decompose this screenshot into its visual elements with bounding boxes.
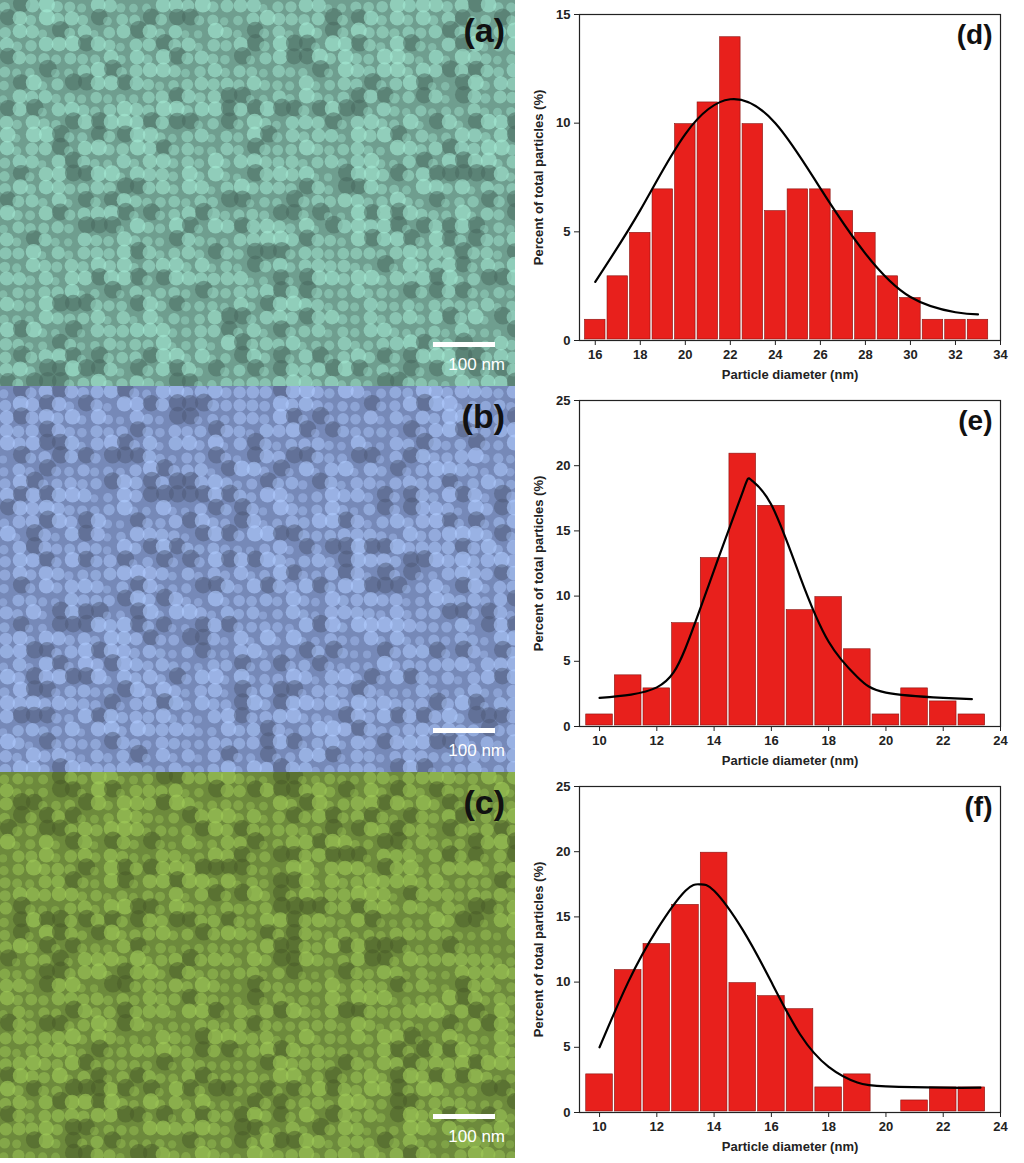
svg-text:20: 20 (678, 347, 692, 362)
svg-text:20: 20 (556, 844, 570, 859)
svg-text:100 nm: 100 nm (448, 1127, 505, 1146)
svg-text:(c): (c) (463, 783, 505, 821)
svg-text:Percent of total particles (%): Percent of total particles (%) (531, 476, 546, 652)
svg-text:20: 20 (556, 458, 570, 473)
svg-text:14: 14 (707, 1119, 722, 1134)
svg-text:0: 0 (563, 719, 570, 734)
svg-text:100 nm: 100 nm (448, 355, 505, 374)
svg-text:15: 15 (556, 7, 570, 22)
svg-text:Particle diameter (nm): Particle diameter (nm) (722, 1139, 859, 1154)
svg-text:16: 16 (588, 347, 602, 362)
svg-text:25: 25 (556, 393, 570, 408)
svg-text:18: 18 (821, 733, 835, 748)
svg-text:18: 18 (633, 347, 647, 362)
svg-text:(f): (f) (965, 791, 993, 822)
svg-text:5: 5 (563, 1039, 570, 1054)
svg-text:5: 5 (563, 224, 570, 239)
svg-text:10: 10 (592, 733, 606, 748)
svg-text:24: 24 (993, 1119, 1008, 1134)
svg-text:Percent of total particles (%): Percent of total particles (%) (531, 90, 546, 266)
svg-text:16: 16 (764, 1119, 778, 1134)
svg-text:10: 10 (556, 974, 570, 989)
svg-text:(b): (b) (462, 397, 505, 435)
svg-text:22: 22 (723, 347, 737, 362)
svg-text:(e): (e) (958, 405, 992, 436)
svg-text:15: 15 (556, 909, 570, 924)
svg-text:30: 30 (903, 347, 917, 362)
svg-text:20: 20 (879, 1119, 893, 1134)
svg-text:20: 20 (879, 733, 893, 748)
svg-text:34: 34 (993, 347, 1008, 362)
svg-text:24: 24 (993, 733, 1008, 748)
svg-text:16: 16 (764, 733, 778, 748)
svg-text:26: 26 (813, 347, 827, 362)
svg-text:22: 22 (936, 733, 950, 748)
svg-text:10: 10 (592, 1119, 606, 1134)
svg-text:18: 18 (821, 1119, 835, 1134)
svg-text:15: 15 (556, 523, 570, 538)
svg-text:32: 32 (948, 347, 962, 362)
svg-text:Particle diameter (nm): Particle diameter (nm) (722, 753, 859, 768)
svg-text:10: 10 (556, 115, 570, 130)
svg-text:100 nm: 100 nm (448, 741, 505, 760)
svg-text:5: 5 (563, 653, 570, 668)
svg-text:24: 24 (768, 347, 783, 362)
svg-text:10: 10 (556, 588, 570, 603)
svg-text:12: 12 (650, 1119, 664, 1134)
svg-text:22: 22 (936, 1119, 950, 1134)
svg-text:25: 25 (556, 779, 570, 794)
svg-text:0: 0 (563, 1105, 570, 1120)
svg-text:Particle diameter (nm): Particle diameter (nm) (722, 367, 859, 382)
svg-text:12: 12 (650, 733, 664, 748)
svg-text:(d): (d) (957, 19, 993, 50)
svg-text:14: 14 (707, 733, 722, 748)
svg-text:28: 28 (858, 347, 872, 362)
svg-text:Percent of total particles (%): Percent of total particles (%) (531, 862, 546, 1038)
svg-text:0: 0 (563, 333, 570, 348)
svg-text:(a): (a) (463, 11, 505, 49)
